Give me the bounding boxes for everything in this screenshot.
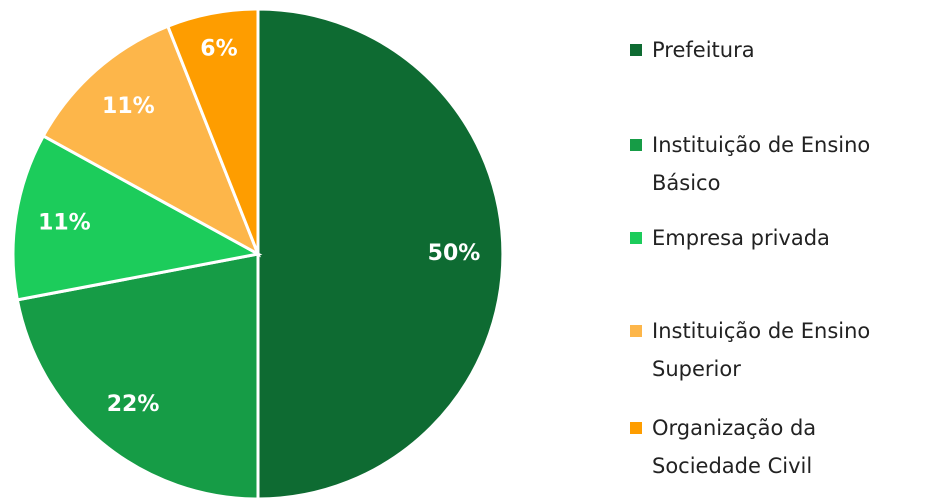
legend-item: Organização da Sociedade Civil	[630, 409, 920, 485]
legend-item: Empresa privada	[630, 219, 830, 257]
legend-swatch	[630, 422, 642, 434]
legend-label: Instituição de Ensino Superior	[652, 319, 871, 381]
legend-swatch	[630, 232, 642, 244]
slice	[165, 7, 260, 255]
legend-swatch	[630, 44, 642, 56]
slice	[15, 252, 260, 499]
data-label: 22%	[107, 392, 160, 417]
slice	[41, 24, 261, 258]
legend-item: Prefeitura	[630, 31, 755, 69]
data-label: 6%	[200, 36, 237, 61]
legend-item: Instituição de Ensino Básico	[630, 126, 920, 202]
data-label: 50%	[428, 241, 481, 266]
legend-swatch	[630, 139, 642, 151]
legend-swatch	[630, 325, 642, 337]
legend-label: Instituição de Ensino Básico	[652, 133, 871, 195]
slice	[11, 133, 263, 302]
legend-item: Instituição de Ensino Superior	[630, 312, 920, 388]
slice	[256, 7, 505, 499]
legend-label: Prefeitura	[652, 38, 755, 62]
legend-label: Empresa privada	[652, 226, 830, 250]
data-label: 11%	[102, 94, 155, 119]
legend-label: Organização da Sociedade Civil	[652, 416, 817, 478]
data-label: 11%	[38, 210, 91, 235]
